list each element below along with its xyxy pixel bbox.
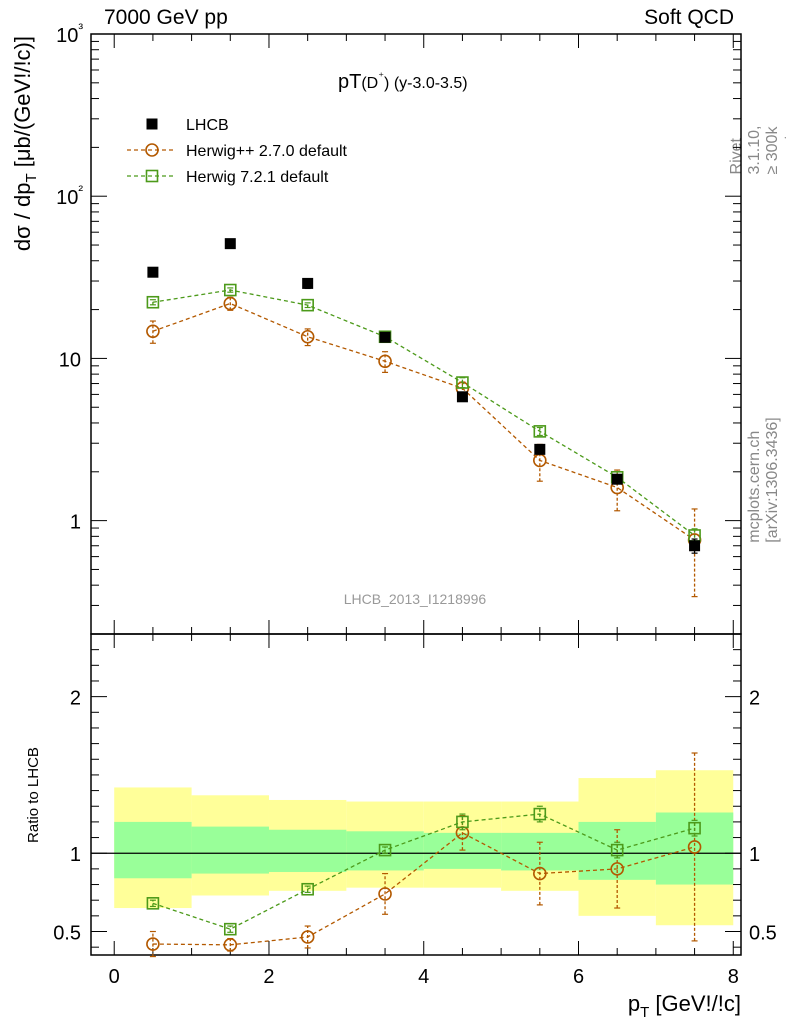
ratio-series-herwig-7-2-1-default <box>146 805 701 936</box>
ratio-y-tick-label-right: 2 <box>749 688 760 710</box>
y-axis-label: dσ / dpT [μb/(GeV!/!c)] <box>10 36 40 251</box>
legend-item: Herwig 7.2.1 default <box>127 169 329 186</box>
series-line <box>152 289 695 536</box>
main-series-herwig-2-7-0-default <box>146 296 702 598</box>
ratio-y-tick-label-right: 1 <box>749 844 760 866</box>
data-point-marker <box>146 897 160 910</box>
x-tick-label: 8 <box>728 966 739 988</box>
data-point-marker <box>146 118 158 130</box>
data-point-marker <box>145 169 159 183</box>
analysis-id-watermark: LHCB_2013_I1218996 <box>344 591 487 607</box>
y-tick-label: 10 <box>59 349 81 371</box>
green-band-bin <box>191 826 269 874</box>
y-tick-label: 1 <box>70 512 81 534</box>
data-point-marker <box>301 298 314 312</box>
data-point-marker <box>146 295 160 309</box>
legend: LHCB Herwig++ 2.7.0 default Herwig 7.2.1 d… <box>127 117 348 186</box>
process-label: Soft QCD <box>644 6 734 29</box>
energy-label: 7000 GeV pp <box>104 6 228 29</box>
green-band-bin <box>114 821 192 879</box>
data-point-marker <box>223 296 238 311</box>
data-point-marker <box>301 882 314 896</box>
ratio-plot-frame <box>90 633 742 956</box>
data-point-marker <box>533 866 547 881</box>
x-tick-label: 6 <box>573 966 584 988</box>
data-point-marker <box>610 862 624 876</box>
data-point-marker <box>689 540 701 552</box>
data-point-marker <box>456 815 469 829</box>
ratio-y-tick-label: 2 <box>70 688 81 710</box>
data-point-marker <box>300 930 315 944</box>
y-tick-label: 10³ <box>56 20 83 47</box>
data-point-marker <box>223 938 238 952</box>
legend-item: LHCB <box>146 117 229 134</box>
data-point-marker <box>145 143 159 157</box>
x-tick-label: 0 <box>109 966 120 988</box>
data-point-marker <box>456 391 468 403</box>
ratio-frame-rect <box>90 633 742 956</box>
data-point-marker <box>533 425 547 438</box>
ratio-uncertainty-bands <box>114 770 734 926</box>
data-point-marker <box>456 376 469 389</box>
x-tick-label: 2 <box>263 966 274 988</box>
green-band-bin <box>268 829 347 873</box>
legend-label: LHCB <box>186 117 229 134</box>
data-point-marker <box>378 887 392 901</box>
data-point-marker <box>533 807 547 821</box>
data-point-marker <box>378 354 392 369</box>
data-point-marker <box>146 937 160 951</box>
data-point-marker <box>146 324 160 339</box>
data-point-marker <box>147 266 159 278</box>
ratio-y-tick-label: 1 <box>70 844 81 866</box>
data-point-marker <box>224 238 236 250</box>
axis-labels: 1 10 10² 10³ 0.5 0.5 1 1 2 2 0 2 4 6 8 pT(D⁺) (y-3.0-3.… <box>10 20 777 1021</box>
data-point-marker <box>378 843 392 857</box>
x-axis-label: pT [GeV!/!c] <box>628 991 741 1021</box>
data-point-marker <box>611 473 623 485</box>
data-point-marker <box>687 840 702 854</box>
data-point-marker <box>300 329 315 344</box>
main-series-lhcb <box>147 238 701 554</box>
data-point-marker <box>379 331 391 343</box>
x-tick-label: 4 <box>418 966 429 988</box>
data-point-marker <box>610 843 624 857</box>
series-line <box>152 813 695 930</box>
data-point-marker <box>688 821 701 835</box>
data-point-marker <box>223 922 237 936</box>
chart-title: pT(D⁺) (y-3.0-3.5) <box>338 71 468 93</box>
data-point-marker <box>223 283 237 297</box>
legend-label: Herwig 7.2.1 default <box>186 169 329 186</box>
ratio-y-tick-label-right: 0.5 <box>749 923 777 945</box>
ratio-y-tick-label: 0.5 <box>53 923 81 945</box>
series-line <box>152 302 695 541</box>
legend-item: Herwig++ 2.7.0 default <box>127 143 348 160</box>
data-series <box>146 238 702 958</box>
axis-ticks <box>91 33 741 955</box>
data-point-marker <box>534 443 546 455</box>
data-point-marker <box>302 277 314 289</box>
legend-label: Herwig++ 2.7.0 default <box>186 143 348 160</box>
ratio-y-axis-label: Ratio to LHCB <box>25 747 42 843</box>
y-tick-label: 10² <box>56 182 83 209</box>
